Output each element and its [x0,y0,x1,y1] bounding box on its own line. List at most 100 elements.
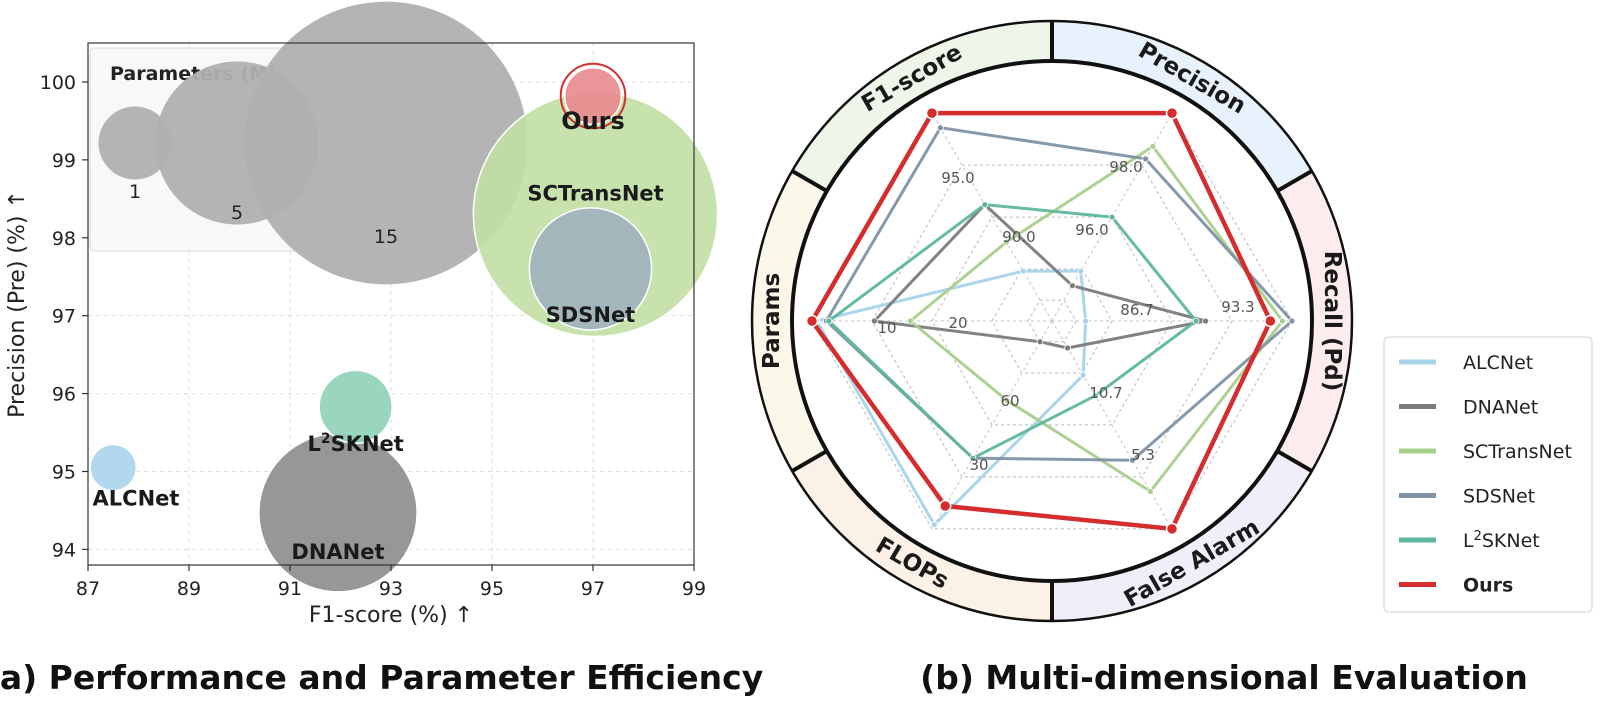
radar-legend: ALCNet DNANet SCTransNet SDSNet L2SKNet Ours [1383,336,1593,613]
bubble-sdsnet [528,207,653,331]
x-tick-label: 91 [278,578,302,600]
radar-point-sctransnet [1149,143,1157,150]
size-legend-label: 1 [129,181,141,203]
bubble-l2sknet [318,369,393,445]
legend-label-l2sknet: L2SKNet [1463,529,1540,553]
bubble-label-ours: Ours [561,107,625,135]
radar-axis-label: Params [759,273,785,369]
radar-point-ours [1165,106,1179,120]
radar-value-label: 20 [948,314,967,332]
radar-point-alcnet [1019,267,1027,275]
bubble-dnanet [258,432,418,593]
y-tick-label: 98 [52,228,76,250]
radar-series [805,106,1296,536]
radar-point-ours [1264,314,1277,328]
radar-value-label: 10.7 [1089,384,1122,402]
radar-value-label: 90.0 [1002,228,1035,246]
radar-point-l2sknet [969,454,977,462]
radar-point-sdsnet [1129,456,1136,464]
bubble-label-sctransnet: SCTransNet [527,181,663,205]
y-tick-label: 95 [52,462,76,484]
ring-divider [791,449,828,473]
radar-value-label: 93.3 [1221,298,1254,316]
radar-point-dnanet [1069,282,1076,290]
radar-value-label: 60 [1000,392,1019,410]
bubbles: SCTransNet SDSNet DNANet L2SKNet ALCNet Ours [89,62,719,593]
bubble-label-sdsnet: SDSNet [546,303,636,327]
bubble-ticks: 87 89 91 93 95 97 99 94 95 96 97 98 99 100 [40,72,706,600]
ring-segment [1052,451,1312,621]
radar-point-sdsnet [1288,317,1296,325]
y-tick-label: 99 [52,150,76,172]
radar-point-alcnet [931,521,938,529]
radar-ring-labels: 90.0 96.0 86.7 93.3 10.7 5.3 60 30 10 20 95.0 98.0 [877,158,1254,474]
y-tick-label: 97 [52,306,76,328]
size-legend-label: 5 [231,202,243,224]
radar-point-dnanet [1036,338,1044,346]
radar-point-alcnet [1077,267,1085,275]
x-tick-label: 89 [177,578,201,600]
radar-point-sdsnet [937,124,944,132]
radar-point-dnanet [871,317,878,325]
ring-segment [752,171,827,471]
radar-line-dnanet [872,203,1208,350]
ring-segment [1277,171,1352,471]
radar-point-ours [1165,522,1179,536]
y-tick-label: 94 [52,539,76,561]
radar-point-ours [805,314,819,328]
radar-point-l2sknet [1192,317,1200,325]
radar-point-l2sknet [981,201,989,209]
legend-box [1383,336,1593,613]
radar-axis-label: Recall (Pd) [1319,251,1345,392]
caption-a: (a) Performance and Parameter Efficiency [0,658,763,697]
caption-b: (b) Multi-dimensional Evaluation [920,658,1528,697]
radar-spoke [931,320,1053,530]
x-tick-label: 95 [480,578,504,600]
legend-label-ours: Ours [1463,575,1513,597]
radar-point-l2sknet [825,317,833,325]
size-legend-bubble [244,1,528,285]
radar-value-label: 86.7 [1120,301,1153,319]
bubble-ours [563,66,623,126]
radar-point-ours [938,499,952,513]
size-legend-bubble [98,106,172,180]
radar-point-sctransnet [1147,488,1154,495]
radar-value-label: 95.0 [941,169,974,187]
bubble-label-alcnet: ALCNet [93,487,180,511]
radar-spoke [931,112,1053,322]
radar-value-label: 5.3 [1131,446,1155,464]
size-legend-label: 15 [374,226,398,248]
bubble-alcnet [89,443,138,492]
radar-point-sctransnet [907,317,914,325]
y-tick-label: 100 [40,72,76,94]
radar-point-dnanet [1064,344,1071,352]
radar-value-label: 10 [877,319,896,337]
x-tick-label: 99 [682,578,706,600]
y-tick-label: 96 [52,384,76,406]
radar-point-l2sknet [1091,392,1099,400]
radar-point-l2sknet [1108,213,1116,221]
radar-point-sctransnet [1279,317,1286,325]
x-tick-label: 87 [76,578,100,600]
ring-divider [791,169,828,193]
radar-point-sctransnet [1003,396,1010,404]
radar-value-label: 96.0 [1075,221,1108,239]
radar-point-alcnet [1079,371,1087,379]
radar-point-ours [925,106,939,120]
ring-divider [1276,169,1313,193]
radar-point-sctransnet [1003,238,1010,246]
bubble-label-l2sknet: L2SKNet [307,431,403,456]
x-tick-label: 97 [581,578,605,600]
legend-label-sdsnet: SDSNet [1463,486,1535,508]
y-axis-label: Precision (Pre) (%) ↑ [5,190,30,418]
bubble-label-dnanet: DNANet [291,540,384,564]
ring-divider [1276,449,1313,473]
radar-value-label: 30 [969,456,988,474]
legend-label-alcnet: ALCNet [1463,352,1533,374]
legend-label-dnanet: DNANet [1463,397,1538,419]
bubble-ours-ring [559,62,627,130]
legend-label-sctransnet: SCTransNet [1463,441,1572,463]
